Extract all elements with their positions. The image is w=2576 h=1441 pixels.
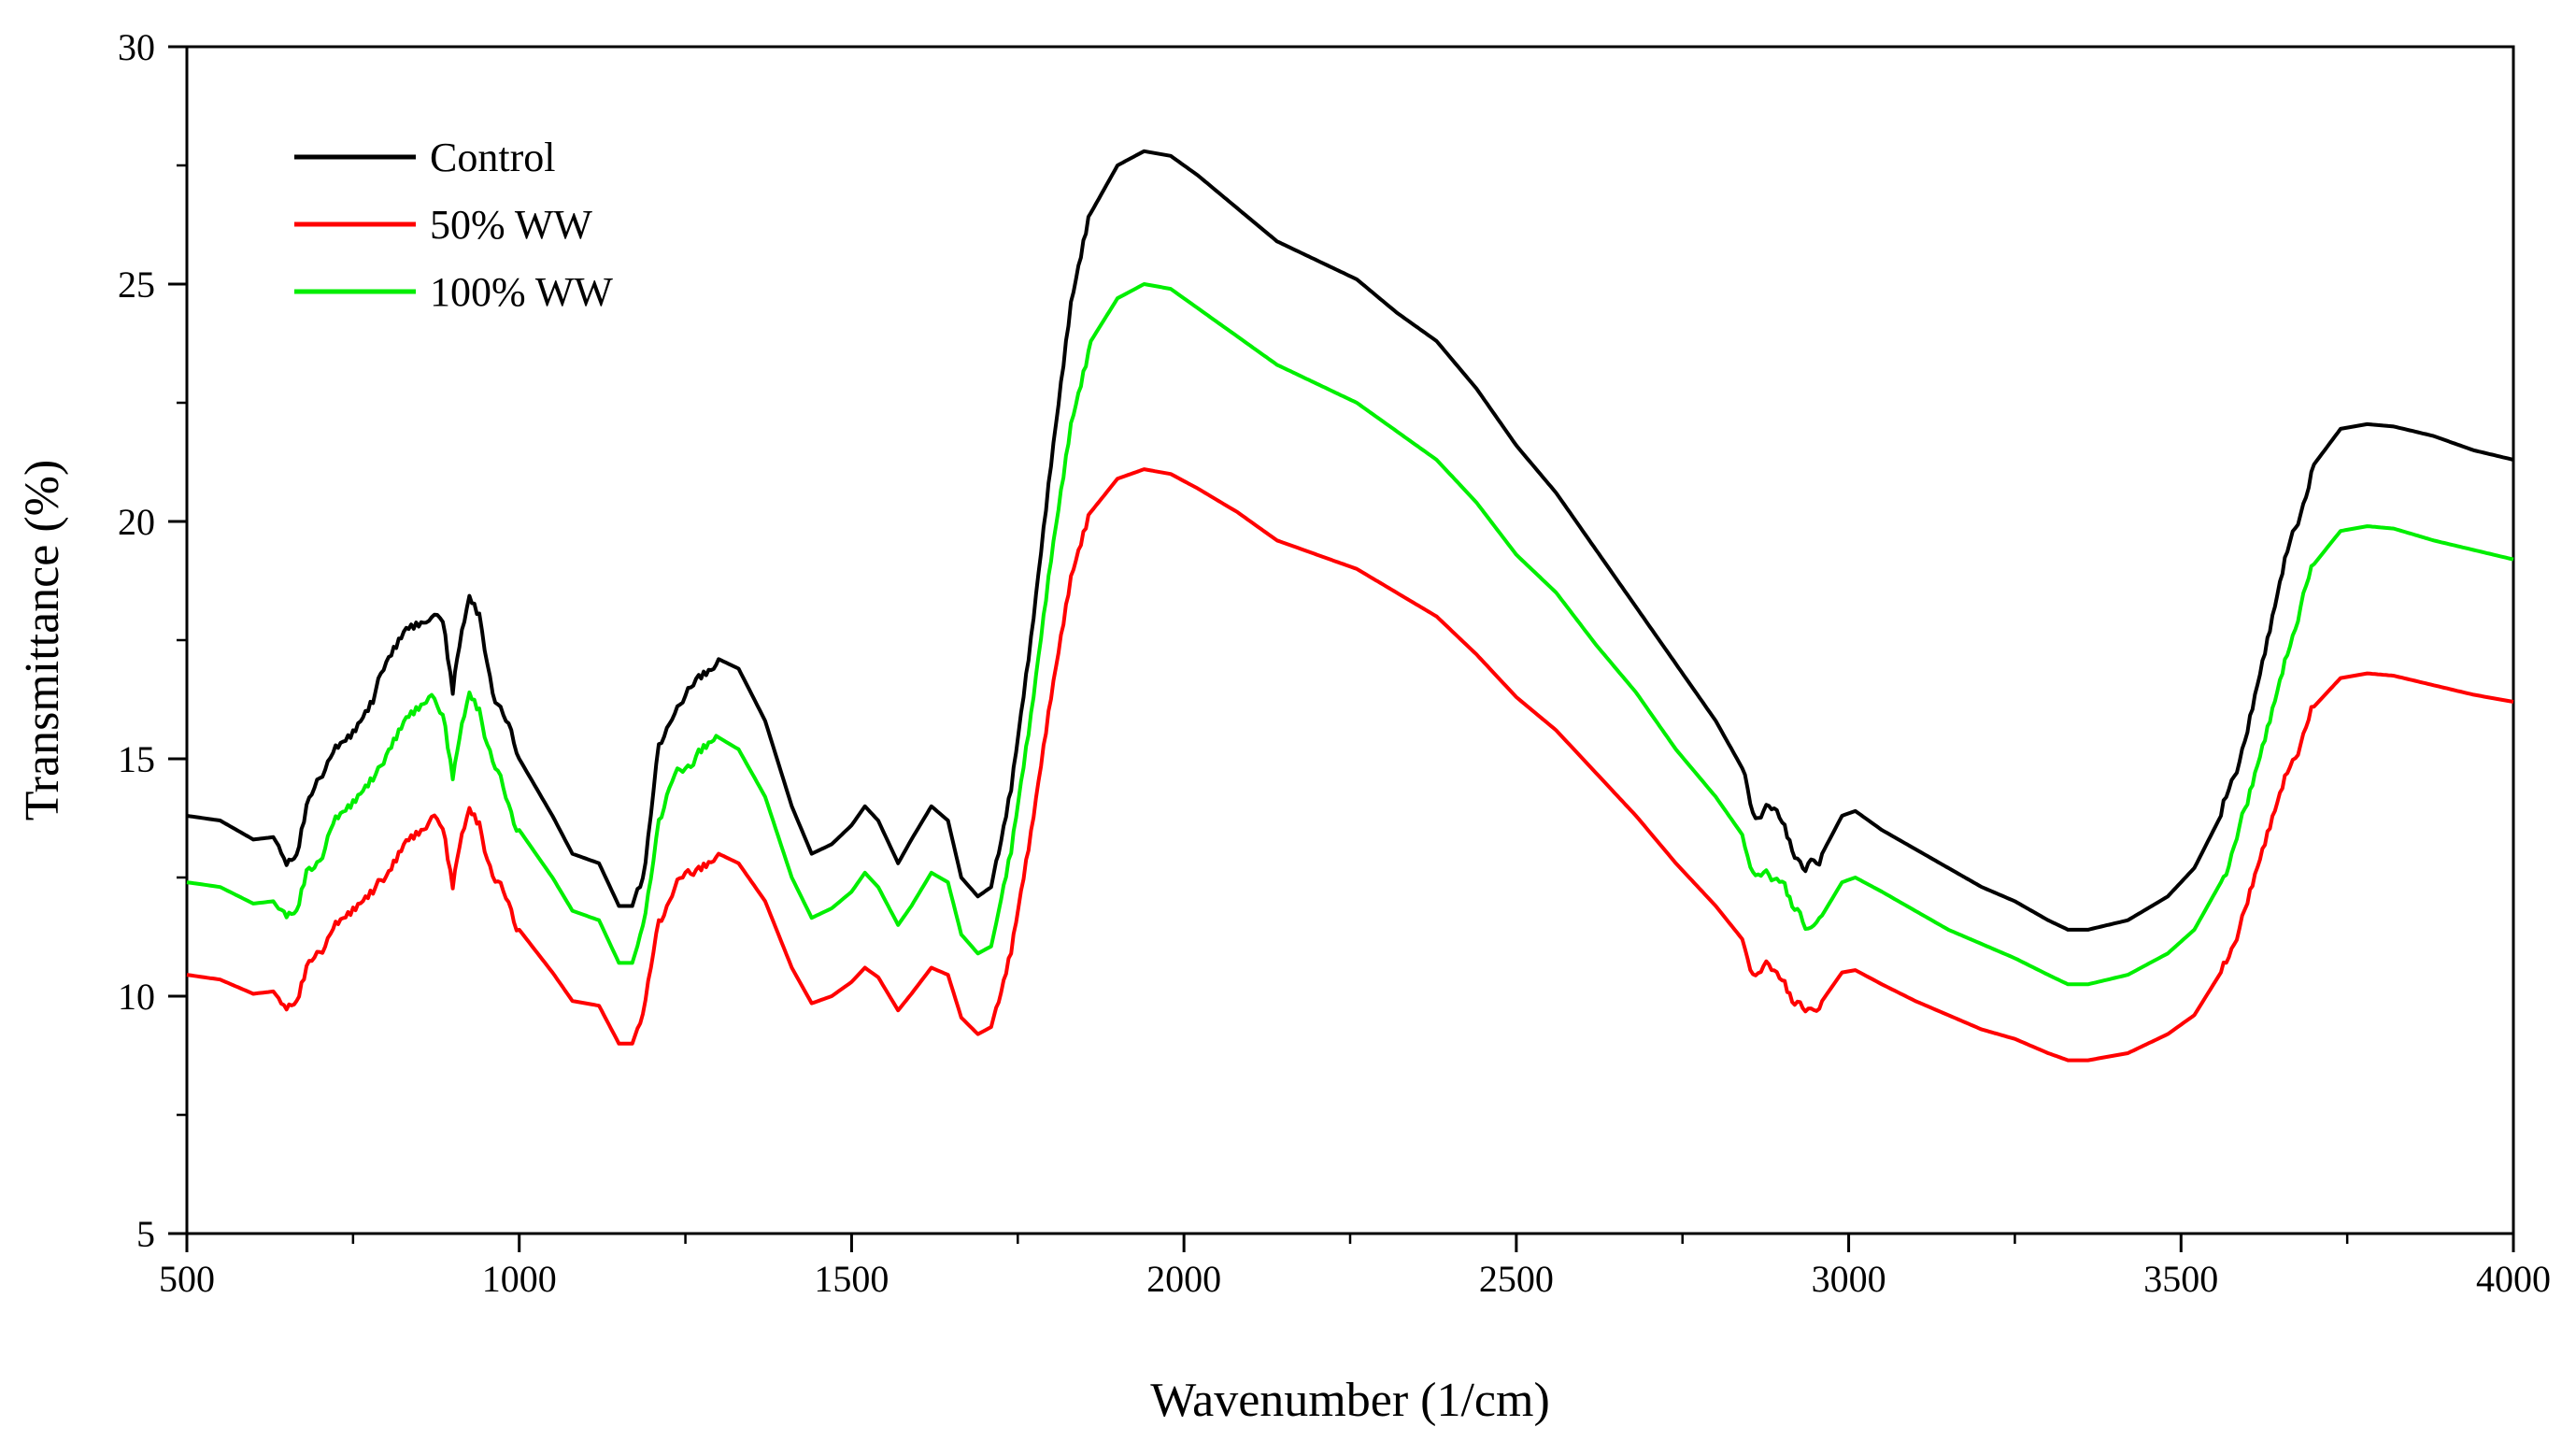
legend-label: Control [430, 135, 555, 180]
y-tick-label: 15 [118, 738, 155, 780]
series-line-control [186, 149, 2514, 932]
series-line-100-ww [186, 282, 2514, 987]
series-line-50-ww [186, 467, 2514, 1063]
legend-label: 50% WW [430, 202, 592, 248]
x-tick-label: 1000 [482, 1258, 557, 1300]
y-tick-label: 30 [118, 26, 155, 68]
x-tick-label: 2500 [1479, 1258, 1554, 1300]
legend-label: 100% WW [430, 269, 613, 315]
x-tick-label: 1500 [814, 1258, 889, 1300]
y-tick-label: 20 [118, 501, 155, 543]
x-tick-label: 3000 [1812, 1258, 1886, 1300]
x-tick-label: 3500 [2143, 1258, 2218, 1300]
x-tick-label: 2000 [1146, 1258, 1221, 1300]
y-tick-label: 25 [118, 264, 155, 306]
y-tick-label: 10 [118, 976, 155, 1018]
x-tick-label: 500 [159, 1258, 215, 1300]
y-axis-title: Transmittance (%) [16, 460, 69, 821]
x-axis-title: Wavenumber (1/cm) [1150, 1374, 1550, 1427]
x-tick-label: 4000 [2476, 1258, 2551, 1300]
series-lines [186, 149, 2514, 1063]
axis-ticks: 500 1000 1500 2000 2500 3000 3500 4000 5 10 15 20 25… [118, 26, 2551, 1300]
legend: Control 50% WW 100% WW [294, 135, 613, 315]
y-tick-label: 5 [136, 1213, 155, 1255]
